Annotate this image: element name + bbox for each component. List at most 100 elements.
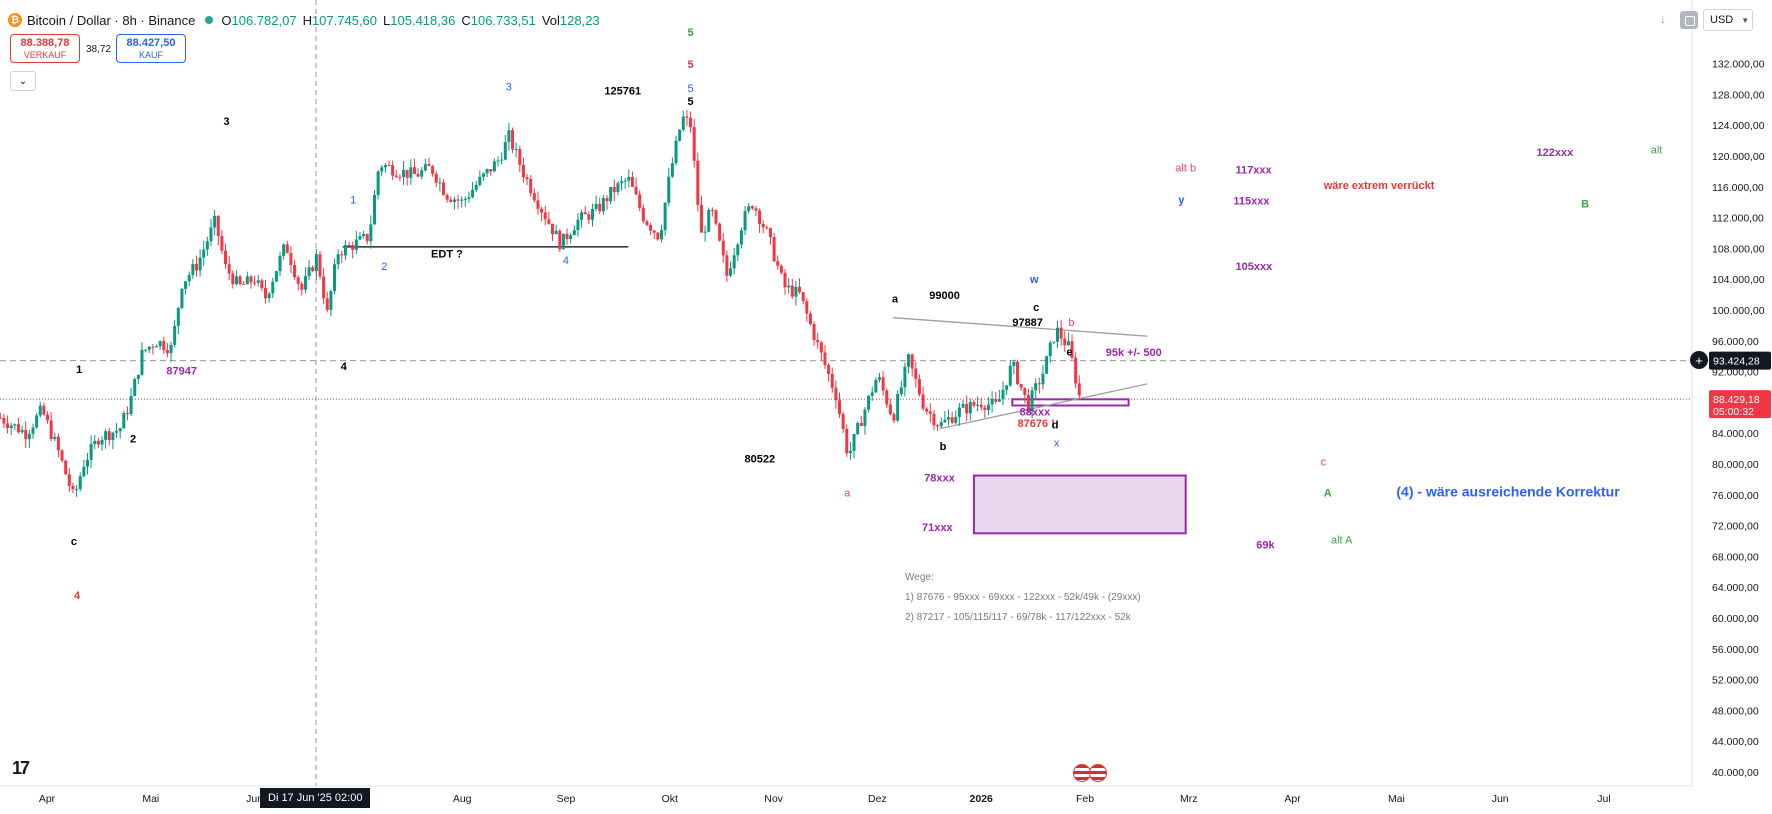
- volume-key: Vol: [541, 12, 560, 28]
- candle-body: [416, 174, 420, 177]
- candle-body: [580, 212, 584, 220]
- trendline-layer: [342, 246, 1148, 430]
- candle-body: [53, 436, 57, 440]
- candle-body: [867, 395, 871, 410]
- candle-body: [747, 206, 751, 212]
- candle-body: [503, 142, 507, 160]
- candle-body: [311, 267, 315, 272]
- candle-body: [714, 210, 718, 224]
- collapse-button[interactable]: ⌄: [10, 71, 36, 91]
- candle-body: [198, 257, 202, 271]
- candle-body: [947, 417, 951, 420]
- candle-body: [220, 236, 224, 251]
- candle-body: [9, 425, 13, 428]
- bitcoin-icon: ₿: [8, 13, 22, 27]
- candle-body: [707, 209, 711, 232]
- candle-body: [627, 176, 631, 181]
- candle-body: [852, 434, 856, 451]
- wave-label: alt b: [1175, 162, 1196, 174]
- candle-body: [169, 344, 173, 354]
- scenario-line: 1) 87676 - 95xxx - 69xxx - 122xxx - 52k/…: [905, 592, 1141, 603]
- wave-label: y: [1178, 195, 1185, 207]
- sell-price: 88.388,78: [20, 37, 70, 49]
- candle-body: [420, 170, 424, 177]
- candle-body: [136, 374, 140, 380]
- settings-square-icon[interactable]: [1680, 11, 1698, 29]
- wave-label: d: [1052, 420, 1059, 432]
- candle-body: [85, 459, 89, 467]
- chart-header: ₿ Bitcoin / Dollar · 8h · Binance O 106.7…: [8, 10, 606, 30]
- open-key: O: [221, 12, 232, 28]
- candle-body: [6, 423, 10, 428]
- candle-body: [449, 199, 453, 202]
- wave-label: w: [1029, 274, 1039, 286]
- candle-body: [1012, 361, 1016, 366]
- candle-body: [391, 165, 395, 176]
- candle-body: [536, 200, 540, 209]
- sell-label: VERKAUF: [23, 50, 67, 60]
- candle-body: [605, 198, 609, 202]
- candle-body: [60, 450, 64, 461]
- candle-body: [827, 364, 831, 375]
- time-tick-label: Mai: [142, 793, 159, 805]
- candle-body: [710, 209, 714, 211]
- candle-body: [838, 400, 842, 415]
- candle-body: [808, 313, 812, 324]
- candle-body: [158, 341, 162, 347]
- candle-body: [263, 288, 267, 299]
- time-axis[interactable]: Apr Mai Jun Jul Aug Sep Okt Nov Dez 2026 Feb Mrz Apr…: [0, 785, 1692, 805]
- candle-body: [409, 167, 413, 178]
- candle-body: [674, 140, 678, 164]
- wave-label: a: [892, 293, 899, 305]
- price-tick-label: 104.000,00: [1712, 274, 1765, 286]
- wave-label: 122xxx: [1537, 147, 1575, 159]
- wave-label: 5: [687, 59, 693, 71]
- candle-body: [986, 404, 990, 410]
- candle-body: [997, 399, 1001, 402]
- candle-body: [343, 245, 347, 256]
- candle-body: [1019, 383, 1023, 388]
- candle-body: [816, 340, 820, 343]
- wave-label: 4: [74, 590, 81, 602]
- price-axis[interactable]: 132.000,00 128.000,00 124.000,00 120.000,00…: [1691, 0, 1771, 786]
- candle-body: [56, 436, 60, 451]
- wave-label: 80522: [745, 453, 776, 465]
- scroll-down-icon[interactable]: ↓: [1660, 12, 1666, 26]
- sell-button[interactable]: 88.388,78 VERKAUF: [10, 34, 80, 63]
- candle-body: [594, 203, 598, 209]
- currency-select[interactable]: USD ▼: [1703, 9, 1753, 31]
- symbol-title[interactable]: Bitcoin / Dollar · 8h · Binance: [27, 12, 196, 28]
- price-tick-label: 68.000,00: [1712, 551, 1759, 563]
- economic-events-icon[interactable]: [1073, 764, 1111, 784]
- wave-label: 5: [687, 96, 693, 108]
- wave-label: c: [1321, 457, 1327, 469]
- candle-body: [623, 180, 627, 182]
- wave-label: 69k: [1256, 540, 1275, 552]
- candle-body: [739, 230, 743, 245]
- add-alert-icon[interactable]: +: [1690, 351, 1708, 369]
- candle-body: [1045, 356, 1049, 374]
- candle-body: [805, 301, 809, 314]
- wave-label: 4: [341, 361, 348, 373]
- candle-body: [801, 292, 805, 302]
- candle-body: [641, 207, 645, 222]
- candle-body: [296, 277, 300, 284]
- time-tick-label: Mai: [1388, 793, 1405, 805]
- candle-body: [921, 394, 925, 409]
- candle-body: [122, 413, 126, 429]
- wave-label: 2: [130, 433, 136, 445]
- candle-body: [35, 415, 39, 428]
- candle-body: [598, 203, 602, 212]
- buy-label: KAUF: [138, 50, 163, 60]
- buy-button[interactable]: 88.427,50 KAUF: [116, 34, 186, 63]
- candle-body: [968, 401, 972, 414]
- candle-body: [779, 265, 783, 273]
- wave-label: alt A: [1331, 534, 1353, 546]
- candle-body: [471, 189, 475, 198]
- candle-body: [925, 408, 929, 412]
- candle-body: [318, 254, 322, 277]
- candle-body: [133, 379, 137, 397]
- candle-body: [561, 233, 565, 250]
- candle-body: [1041, 373, 1045, 385]
